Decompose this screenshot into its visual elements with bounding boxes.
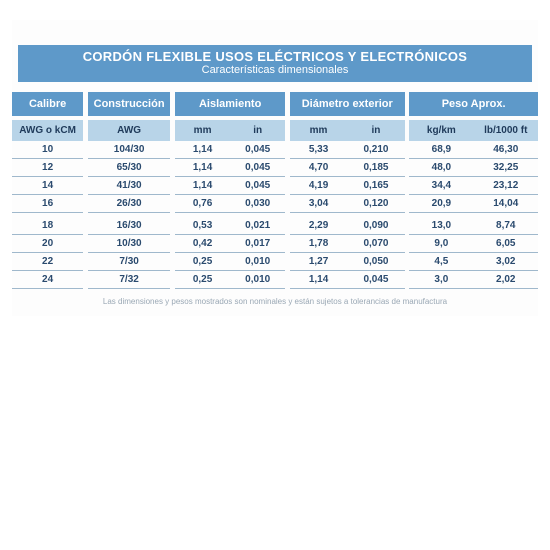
unit-peso-lb: lb/1000 ft bbox=[474, 120, 538, 141]
cell-ais-mm: 0,53 bbox=[175, 217, 230, 235]
hdr-diametro: Diámetro exterior bbox=[290, 92, 405, 116]
cell-ais-mm: 0,25 bbox=[175, 253, 230, 271]
hdr-peso: Peso Aprox. bbox=[409, 92, 538, 116]
unit-ais-mm: mm bbox=[175, 120, 230, 141]
cell-ais-in: 0,045 bbox=[230, 177, 285, 195]
header-unit-row: AWG o kCM AWG mm in mm in kg/km lb/1000 … bbox=[12, 120, 538, 141]
cell-dia-in: 0,045 bbox=[347, 271, 404, 289]
cell-kg: 13,0 bbox=[409, 217, 473, 235]
unit-awg-kcm: AWG o kCM bbox=[12, 120, 83, 141]
cell-lb: 8,74 bbox=[474, 217, 538, 235]
hdr-construccion: Construcción bbox=[88, 92, 171, 116]
cell-ais-mm: 0,42 bbox=[175, 235, 230, 253]
unit-dia-in: in bbox=[347, 120, 404, 141]
cell-lb: 2,02 bbox=[474, 271, 538, 289]
footnote: Las dimensiones y pesos mostrados son no… bbox=[12, 297, 538, 306]
cell-dia-mm: 4,19 bbox=[290, 177, 347, 195]
cell-ais-mm: 1,14 bbox=[175, 141, 230, 159]
cell-ais-in: 0,045 bbox=[230, 159, 285, 177]
cell-ais-in: 0,021 bbox=[230, 217, 285, 235]
cell-calibre: 18 bbox=[12, 217, 83, 235]
table-row: 18 16/300,530,021 2,290,090 13,08,74 bbox=[12, 217, 538, 235]
cell-lb: 3,02 bbox=[474, 253, 538, 271]
cell-calibre: 16 bbox=[12, 195, 83, 213]
cell-kg: 68,9 bbox=[409, 141, 473, 159]
cell-construccion: 41/30 bbox=[88, 177, 171, 195]
cell-ais-in: 0,045 bbox=[230, 141, 285, 159]
cell-construccion: 65/30 bbox=[88, 159, 171, 177]
table-row: 22 7/300,250,010 1,270,050 4,53,02 bbox=[12, 253, 538, 271]
cell-ais-mm: 0,76 bbox=[175, 195, 230, 213]
hdr-calibre: Calibre bbox=[12, 92, 83, 116]
unit-awg: AWG bbox=[88, 120, 171, 141]
header-group-row: Calibre Construcción Aislamiento Diámetr… bbox=[12, 92, 538, 116]
cell-construccion: 10/30 bbox=[88, 235, 171, 253]
cell-construccion: 16/30 bbox=[88, 217, 171, 235]
table-row: 10 104/301,140,045 5,330,210 68,946,30 bbox=[12, 141, 538, 159]
cell-construccion: 7/30 bbox=[88, 253, 171, 271]
title-band: CORDÓN FLEXIBLE USOS ELÉCTRICOS Y ELECTR… bbox=[18, 45, 532, 82]
cell-calibre: 20 bbox=[12, 235, 83, 253]
title-main: CORDÓN FLEXIBLE USOS ELÉCTRICOS Y ELECTR… bbox=[18, 49, 532, 64]
cell-dia-in: 0,090 bbox=[347, 217, 404, 235]
cell-construccion: 104/30 bbox=[88, 141, 171, 159]
cell-ais-mm: 1,14 bbox=[175, 159, 230, 177]
cell-dia-mm: 2,29 bbox=[290, 217, 347, 235]
title-sub: Características dimensionales bbox=[18, 64, 532, 76]
cell-lb: 46,30 bbox=[474, 141, 538, 159]
cell-dia-mm: 3,04 bbox=[290, 195, 347, 213]
unit-ais-in: in bbox=[230, 120, 285, 141]
cell-dia-in: 0,050 bbox=[347, 253, 404, 271]
table-row: 20 10/300,420,017 1,780,070 9,06,05 bbox=[12, 235, 538, 253]
cell-dia-mm: 1,14 bbox=[290, 271, 347, 289]
cell-lb: 6,05 bbox=[474, 235, 538, 253]
cell-calibre: 12 bbox=[12, 159, 83, 177]
spec-sheet: CORDÓN FLEXIBLE USOS ELÉCTRICOS Y ELECTR… bbox=[12, 20, 538, 316]
cell-calibre: 10 bbox=[12, 141, 83, 159]
cell-dia-in: 0,210 bbox=[347, 141, 404, 159]
cell-dia-in: 0,165 bbox=[347, 177, 404, 195]
table-row: 12 65/301,140,045 4,700,185 48,032,25 bbox=[12, 159, 538, 177]
table-row: 14 41/301,140,045 4,190,165 34,423,12 bbox=[12, 177, 538, 195]
cell-ais-in: 0,010 bbox=[230, 271, 285, 289]
spec-table: Calibre Construcción Aislamiento Diámetr… bbox=[12, 92, 538, 289]
cell-dia-in: 0,070 bbox=[347, 235, 404, 253]
cell-ais-mm: 1,14 bbox=[175, 177, 230, 195]
cell-calibre: 22 bbox=[12, 253, 83, 271]
cell-calibre: 14 bbox=[12, 177, 83, 195]
cell-lb: 32,25 bbox=[474, 159, 538, 177]
cell-dia-mm: 1,27 bbox=[290, 253, 347, 271]
cell-ais-in: 0,030 bbox=[230, 195, 285, 213]
unit-peso-kg: kg/km bbox=[409, 120, 473, 141]
cell-dia-mm: 5,33 bbox=[290, 141, 347, 159]
cell-ais-mm: 0,25 bbox=[175, 271, 230, 289]
cell-ais-in: 0,017 bbox=[230, 235, 285, 253]
cell-calibre: 24 bbox=[12, 271, 83, 289]
unit-dia-mm: mm bbox=[290, 120, 347, 141]
cell-dia-mm: 1,78 bbox=[290, 235, 347, 253]
table-body: 10104/301,140,0455,330,21068,946,301265/… bbox=[12, 141, 538, 289]
cell-kg: 4,5 bbox=[409, 253, 473, 271]
cell-ais-in: 0,010 bbox=[230, 253, 285, 271]
hdr-aislamiento: Aislamiento bbox=[175, 92, 285, 116]
cell-construccion: 26/30 bbox=[88, 195, 171, 213]
cell-lb: 14,04 bbox=[474, 195, 538, 213]
cell-kg: 48,0 bbox=[409, 159, 473, 177]
cell-dia-in: 0,185 bbox=[347, 159, 404, 177]
cell-kg: 20,9 bbox=[409, 195, 473, 213]
cell-lb: 23,12 bbox=[474, 177, 538, 195]
cell-kg: 9,0 bbox=[409, 235, 473, 253]
cell-kg: 34,4 bbox=[409, 177, 473, 195]
table-row: 24 7/320,250,010 1,140,045 3,02,02 bbox=[12, 271, 538, 289]
cell-dia-in: 0,120 bbox=[347, 195, 404, 213]
cell-dia-mm: 4,70 bbox=[290, 159, 347, 177]
cell-construccion: 7/32 bbox=[88, 271, 171, 289]
cell-kg: 3,0 bbox=[409, 271, 473, 289]
table-row: 16 26/300,760,030 3,040,120 20,914,04 bbox=[12, 195, 538, 213]
